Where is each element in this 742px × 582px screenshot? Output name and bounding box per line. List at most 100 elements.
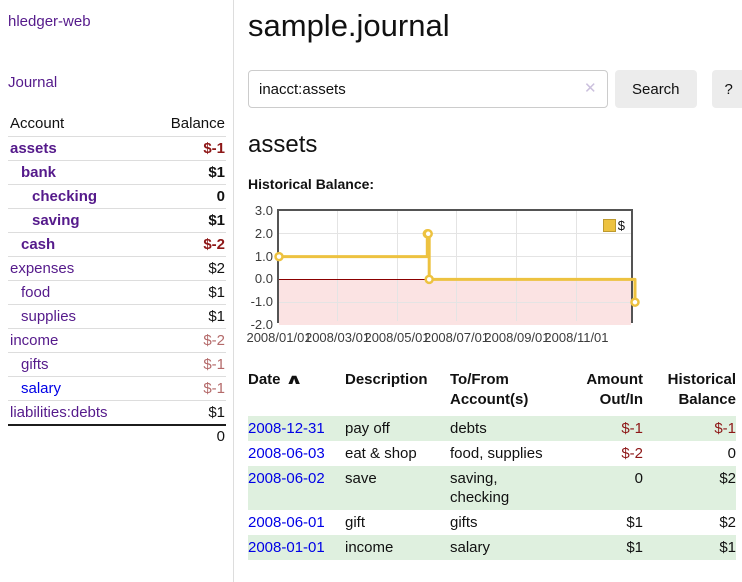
account-link-checking[interactable]: checking <box>8 187 97 206</box>
accounts-table-body: assets$-1bank$1checking0saving$1cash$-2e… <box>8 137 226 426</box>
chart-plot[interactable]: $ <box>277 209 633 323</box>
account-balance: $1 <box>146 401 226 426</box>
account-row: bank $1 <box>8 161 226 185</box>
transaction-date-link[interactable]: 2008-12-31 <box>248 420 325 437</box>
account-row: saving $1 <box>8 209 226 233</box>
account-link-food[interactable]: food <box>8 283 50 302</box>
transaction-accounts: food, supplies <box>450 441 560 466</box>
account-link-gifts[interactable]: gifts <box>8 355 49 374</box>
account-balance: $-2 <box>146 329 226 353</box>
account-balance: 0 <box>146 185 226 209</box>
register-row: 2008-12-31pay offdebts$-1$-1 <box>248 416 736 441</box>
search-form: ✕ Search ? <box>248 70 742 108</box>
register-table: Date∧ Description To/From Account(s) Amo… <box>248 368 736 560</box>
account-link-expenses[interactable]: expenses <box>8 259 74 278</box>
account-link-salary[interactable]: salary <box>8 379 61 398</box>
transaction-amount: $1 <box>560 510 643 535</box>
account-balance: $-1 <box>146 137 226 161</box>
transaction-date-link[interactable]: 2008-06-01 <box>248 514 325 531</box>
chart-series-$ <box>279 211 635 325</box>
register-header-date[interactable]: Date∧ <box>248 368 345 416</box>
transaction-date-link[interactable]: 2008-06-03 <box>248 445 325 462</box>
transaction-amount: $1 <box>560 535 643 560</box>
transaction-description: eat & shop <box>345 441 450 466</box>
transaction-description: income <box>345 535 450 560</box>
account-row: food $1 <box>8 281 226 305</box>
account-balance: $1 <box>146 161 226 185</box>
transaction-description: pay off <box>345 416 450 441</box>
app-window: hledger-web Journal Account Balance asse… <box>0 0 742 582</box>
account-row: salary $-1 <box>8 377 226 401</box>
x-axis-tick-label: 2008/05/01 <box>364 330 429 345</box>
main-content: sample.journal ✕ Search ? assets Histori… <box>234 0 742 582</box>
register-header-row: Date∧ Description To/From Account(s) Amo… <box>248 368 736 416</box>
x-axis-tick-label: 2008/03/01 <box>305 330 370 345</box>
account-balance: $1 <box>146 209 226 233</box>
app-title-link[interactable]: hledger-web <box>8 13 91 30</box>
transaction-balance: $1 <box>643 535 736 560</box>
register-header-amount: Amount Out/In <box>560 368 643 416</box>
chart-title: Historical Balance: <box>248 176 742 192</box>
account-balance: $1 <box>146 305 226 329</box>
account-link-supplies[interactable]: supplies <box>8 307 76 326</box>
account-row: checking 0 <box>8 185 226 209</box>
account-row: income $-2 <box>8 329 226 353</box>
y-axis-tick-label: -1.0 <box>248 294 273 310</box>
chart-data-point[interactable] <box>425 230 432 237</box>
register-header-balance: Historical Balance <box>643 368 736 416</box>
app-title: hledger-web <box>8 13 226 31</box>
chart-legend: $ <box>602 218 626 233</box>
accounts-table-header: Account Balance <box>8 113 226 137</box>
account-balance: $-1 <box>146 353 226 377</box>
search-button[interactable]: Search <box>615 70 697 108</box>
help-button[interactable]: ? <box>712 70 742 108</box>
accounts-table: Account Balance assets $-1 bank $1 checking 0… <box>8 113 226 447</box>
sort-ascending-icon[interactable]: ∧ <box>284 371 302 390</box>
account-heading: assets <box>248 131 742 159</box>
transaction-balance: $-1 <box>643 416 736 441</box>
transaction-balance: $2 <box>643 510 736 535</box>
accounts-header-balance: Balance <box>146 113 226 137</box>
transaction-date-link[interactable]: 2008-01-01 <box>248 539 325 556</box>
search-input[interactable] <box>248 70 608 108</box>
register-table-body: 2008-12-31pay offdebts$-1$-12008-06-03ea… <box>248 416 736 560</box>
account-link-liabilities-debts[interactable]: liabilities:debts <box>8 403 108 422</box>
account-link-bank[interactable]: bank <box>8 163 56 182</box>
transaction-accounts: gifts <box>450 510 560 535</box>
register-row: 2008-01-01incomesalary$1$1 <box>248 535 736 560</box>
x-axis-tick-label: 2008/11/01 <box>544 330 608 345</box>
transaction-amount: $-2 <box>560 441 643 466</box>
register-header-description: Description <box>345 368 450 416</box>
account-balance: $-1 <box>146 377 226 401</box>
account-link-cash[interactable]: cash <box>8 235 55 254</box>
chart-data-point[interactable] <box>426 276 433 283</box>
clear-search-icon[interactable]: ✕ <box>584 79 597 97</box>
register-header-date-label: Date <box>248 371 281 388</box>
y-axis-tick-label: 3.0 <box>248 203 273 219</box>
transaction-description: save <box>345 466 450 510</box>
chart-line <box>279 234 635 302</box>
accounts-total-balance: 0 <box>146 425 226 447</box>
transaction-date-link[interactable]: 2008-06-02 <box>248 470 325 487</box>
accounts-header-account: Account <box>8 113 146 137</box>
register-row: 2008-06-02savesaving, checking0$2 <box>248 466 736 510</box>
account-link-saving[interactable]: saving <box>8 211 80 230</box>
chart-data-point[interactable] <box>632 299 639 306</box>
page-title: sample.journal <box>248 6 742 46</box>
account-row: gifts $-1 <box>8 353 226 377</box>
x-axis-tick-label: 2008/01/01 <box>246 330 311 345</box>
account-link-assets[interactable]: assets <box>8 139 57 158</box>
transaction-balance: $2 <box>643 466 736 510</box>
y-axis-tick-label: 0.0 <box>248 271 273 287</box>
account-balance: $1 <box>146 281 226 305</box>
register-row: 2008-06-03eat & shopfood, supplies$-20 <box>248 441 736 466</box>
account-row: cash$-2 <box>8 233 226 257</box>
account-balance: $2 <box>146 257 226 281</box>
accounts-total-row: 0 <box>8 425 226 447</box>
chart-data-point[interactable] <box>276 253 283 260</box>
account-link-income[interactable]: income <box>8 331 58 350</box>
register-header-accounts: To/From Account(s) <box>450 368 560 416</box>
sidebar: hledger-web Journal Account Balance asse… <box>0 0 234 582</box>
sidebar-item-journal[interactable]: Journal <box>8 74 57 91</box>
x-axis-tick-label: 2008/09/01 <box>484 330 549 345</box>
